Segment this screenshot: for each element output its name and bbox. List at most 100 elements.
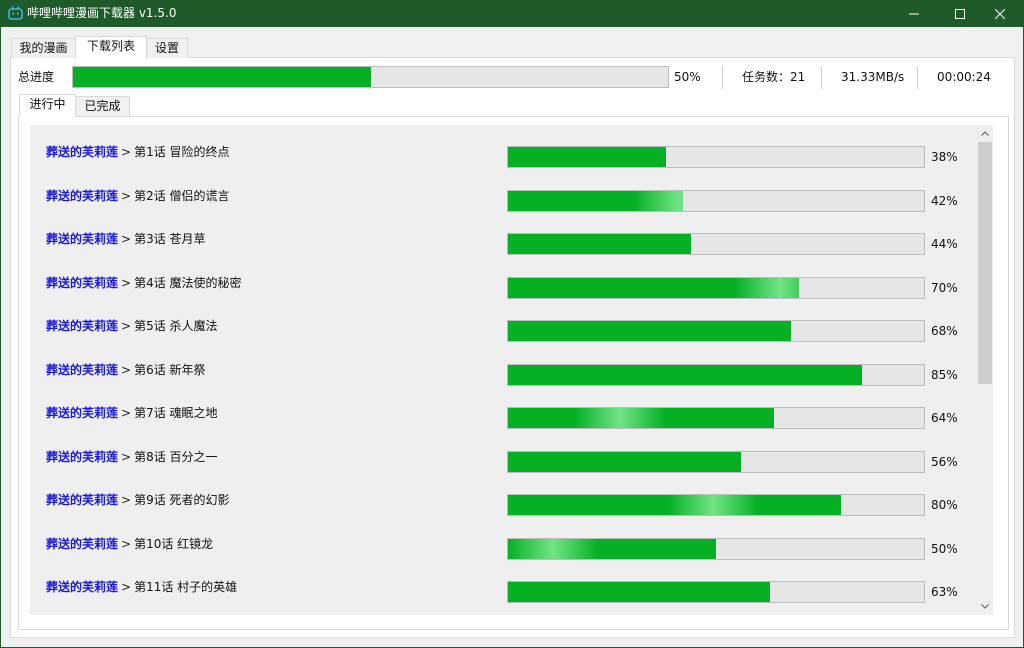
chapter-title: 第7话 魂眠之地 bbox=[134, 406, 218, 420]
download-row[interactable]: 葬送的芙莉莲 > 第8话 百分之一 56% bbox=[30, 435, 977, 479]
download-row[interactable]: 葬送的芙莉莲 > 第2话 僧侣的谎言 42% bbox=[30, 174, 977, 218]
scroll-thumb[interactable] bbox=[978, 142, 992, 384]
chapter-progress-bar bbox=[507, 494, 925, 516]
chapter-progress-percent: 80% bbox=[931, 498, 958, 512]
tab-settings[interactable]: 设置 bbox=[146, 38, 188, 58]
tab-my-comics[interactable]: 我的漫画 bbox=[11, 38, 76, 58]
chapter-title: 第11话 村子的英雄 bbox=[134, 580, 238, 594]
download-title: 葬送的芙莉莲 > 第2话 僧侣的谎言 bbox=[46, 174, 230, 218]
chapter-progress-fill bbox=[508, 364, 862, 385]
progress-shine bbox=[633, 190, 683, 211]
chevron-up-icon bbox=[981, 131, 989, 136]
chapter-title: 第9话 死者的幻影 bbox=[134, 493, 230, 507]
tab-download-list[interactable]: 下载列表 bbox=[75, 36, 147, 59]
title-bar[interactable]: 哔哩哔哩漫画下载器 v1.5.0 bbox=[1, 0, 1023, 27]
chapter-progress-percent: 70% bbox=[931, 280, 958, 295]
maximize-icon bbox=[955, 8, 965, 19]
download-title: 葬送的芙莉莲 > 第7话 魂眠之地 bbox=[46, 391, 218, 435]
chapter-progress-bar bbox=[507, 233, 925, 255]
chapter-progress-percent: 50% bbox=[931, 541, 958, 556]
download-row[interactable]: 葬送的芙莉莲 > 第3话 苍月草 44% bbox=[30, 217, 977, 261]
download-title: 葬送的芙莉莲 > 第8话 百分之一 bbox=[46, 435, 218, 479]
progress-shine bbox=[508, 538, 598, 559]
comic-name-link[interactable]: 葬送的芙莉莲 bbox=[46, 362, 119, 377]
download-title: 葬送的芙莉莲 > 第4话 魔法使的秘密 bbox=[46, 261, 242, 305]
download-title: 葬送的芙莉莲 > 第6话 新年祭 bbox=[46, 348, 206, 392]
comic-name-link[interactable]: 葬送的芙莉莲 bbox=[46, 449, 119, 464]
total-progress-bar bbox=[72, 66, 669, 88]
chapter-progress-percent: 42% bbox=[931, 193, 958, 208]
comic-name-link[interactable]: 葬送的芙莉莲 bbox=[46, 188, 119, 203]
download-title: 葬送的芙莉莲 > 第11话 村子的英雄 bbox=[46, 565, 237, 609]
chapter-progress-percent: 64% bbox=[931, 411, 958, 425]
breadcrumb-separator: > bbox=[121, 145, 132, 159]
chapter-progress-fill bbox=[508, 408, 775, 428]
chapter-progress-bar bbox=[507, 537, 925, 560]
chapter-title: 第8话 百分之一 bbox=[134, 449, 218, 464]
scroll-down-button[interactable] bbox=[977, 598, 993, 615]
chapter-progress-fill bbox=[508, 582, 771, 602]
close-button[interactable] bbox=[977, 0, 1023, 27]
elapsed-time: 00:00:24 bbox=[937, 70, 991, 84]
comic-name-link[interactable]: 葬送的芙莉莲 bbox=[46, 232, 119, 246]
comic-name-link[interactable]: 葬送的芙莉莲 bbox=[46, 275, 119, 290]
progress-shine bbox=[667, 495, 758, 515]
chapter-progress-percent: 38% bbox=[931, 150, 958, 164]
breadcrumb-separator: > bbox=[121, 188, 132, 203]
chapter-progress-fill bbox=[508, 277, 800, 298]
breadcrumb-separator: > bbox=[121, 580, 132, 594]
comic-name-link[interactable]: 葬送的芙莉莲 bbox=[46, 145, 119, 159]
chapter-progress-fill bbox=[508, 495, 841, 515]
chapter-progress-bar bbox=[507, 320, 925, 342]
breadcrumb-separator: > bbox=[121, 362, 132, 377]
comic-name-link[interactable]: 葬送的芙莉莲 bbox=[46, 319, 119, 333]
comic-name-link[interactable]: 葬送的芙莉莲 bbox=[46, 536, 119, 551]
download-row[interactable]: 葬送的芙莉莲 > 第11话 村子的英雄 63% bbox=[30, 565, 977, 609]
vertical-scrollbar[interactable] bbox=[977, 125, 993, 615]
download-row[interactable]: 葬送的芙莉莲 > 第5话 杀人魔法 68% bbox=[30, 304, 977, 348]
download-list[interactable]: 葬送的芙莉莲 > 第1话 冒险的终点 38% 葬送的芙莉莲 > 第2话 僧侣的谎言 42% 葬送… bbox=[30, 125, 977, 615]
tab-completed[interactable]: 已完成 bbox=[75, 96, 130, 116]
chapter-title: 第4话 魔法使的秘密 bbox=[134, 275, 242, 290]
download-title: 葬送的芙莉莲 > 第10话 红镜龙 bbox=[46, 522, 213, 566]
chapter-progress-fill bbox=[508, 147, 667, 167]
download-title: 葬送的芙莉莲 > 第3话 苍月草 bbox=[46, 217, 206, 261]
bilibili-tv-icon bbox=[8, 6, 23, 20]
comic-name-link[interactable]: 葬送的芙莉莲 bbox=[46, 493, 119, 507]
tab-in-progress[interactable]: 进行中 bbox=[19, 94, 76, 117]
download-row[interactable]: 葬送的芙莉莲 > 第10话 红镜龙 50% bbox=[30, 522, 977, 566]
chapter-progress-fill bbox=[508, 451, 741, 472]
download-row[interactable]: 葬送的芙莉莲 > 第6话 新年祭 85% bbox=[30, 348, 977, 392]
minimize-button[interactable] bbox=[891, 0, 937, 27]
chapter-progress-bar bbox=[507, 363, 925, 386]
progress-shine bbox=[735, 277, 800, 298]
chapter-title: 第5话 杀人魔法 bbox=[134, 319, 218, 333]
download-row[interactable]: 葬送的芙莉莲 > 第1话 冒险的终点 38% bbox=[30, 130, 977, 174]
chapter-progress-fill bbox=[508, 190, 683, 211]
download-row[interactable]: 葬送的芙莉莲 > 第7话 魂眠之地 64% bbox=[30, 391, 977, 435]
breadcrumb-separator: > bbox=[121, 536, 132, 551]
chapter-title: 第2话 僧侣的谎言 bbox=[134, 188, 230, 203]
download-row[interactable]: 葬送的芙莉莲 > 第4话 魔法使的秘密 70% bbox=[30, 261, 977, 305]
divider bbox=[917, 66, 918, 89]
comic-name-link[interactable]: 葬送的芙莉莲 bbox=[46, 406, 119, 420]
total-progress-percent: 50% bbox=[674, 70, 701, 84]
chevron-down-icon bbox=[981, 604, 989, 609]
total-progress-fill bbox=[73, 67, 371, 87]
chapter-progress-bar bbox=[507, 407, 925, 429]
total-progress-label: 总进度 bbox=[18, 70, 55, 84]
chapter-progress-percent: 68% bbox=[931, 324, 958, 338]
chapter-title: 第3话 苍月草 bbox=[134, 232, 206, 246]
comic-name-link[interactable]: 葬送的芙莉莲 bbox=[46, 580, 119, 594]
download-speed: 31.33MB/s bbox=[841, 70, 905, 84]
download-title: 葬送的芙莉莲 > 第1话 冒险的终点 bbox=[46, 130, 230, 174]
breadcrumb-separator: > bbox=[121, 319, 132, 333]
chapter-progress-bar bbox=[507, 146, 925, 168]
scroll-up-button[interactable] bbox=[977, 125, 993, 142]
maximize-button[interactable] bbox=[937, 0, 983, 27]
progress-shine bbox=[574, 408, 665, 428]
download-row[interactable]: 葬送的芙莉莲 > 第9话 死者的幻影 80% bbox=[30, 478, 977, 522]
chapter-progress-fill bbox=[508, 321, 791, 341]
breadcrumb-separator: > bbox=[121, 449, 132, 464]
